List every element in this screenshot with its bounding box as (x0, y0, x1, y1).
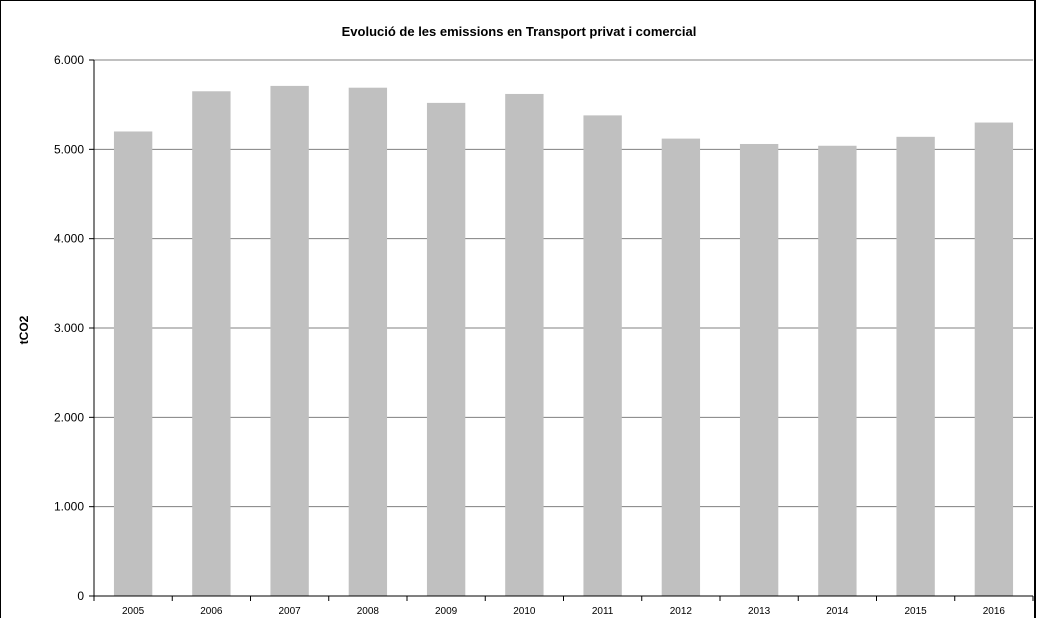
x-tick-label: 2014 (826, 606, 849, 617)
chart-title: Evolució de les emissions en Transport p… (341, 24, 697, 39)
bar-2014 (818, 145, 857, 596)
bar-2009 (426, 102, 466, 596)
x-tick-label: 2005 (122, 606, 145, 617)
bar-2005 (113, 131, 153, 596)
x-tick-label: 2008 (357, 606, 380, 617)
x-tick-label: 2010 (513, 606, 536, 617)
bar-2008 (348, 87, 388, 597)
bar-2007 (270, 85, 309, 596)
x-tick-label: 2006 (200, 606, 223, 617)
y-tick-label: 5.000 (54, 142, 84, 156)
x-tick-label: 2007 (279, 606, 302, 617)
y-tick-label: 1.000 (54, 500, 84, 514)
bar-2012 (661, 138, 701, 596)
gridlines (94, 59, 1033, 508)
x-tick-labels: 2005 2006 2007 2008 2009 2010 2011 2012 2013 2014… (122, 606, 1005, 617)
y-tick-label: 3.000 (54, 321, 84, 335)
y-tick-label: 6.000 (54, 53, 84, 67)
x-tick-label: 2015 (905, 606, 928, 617)
y-tick-label: 0 (77, 589, 84, 603)
bar-2016 (974, 122, 1014, 597)
bars (113, 85, 1014, 597)
y-tick-label: 4.000 (54, 232, 84, 246)
x-tick-label: 2016 (983, 606, 1006, 617)
x-tick-label: 2013 (748, 606, 771, 617)
x-tick-label: 2009 (435, 606, 458, 617)
axes (89, 59, 1034, 601)
bar-2013 (739, 143, 779, 596)
x-tick-label: 2012 (670, 606, 693, 617)
bar-2011 (583, 115, 622, 597)
bar-2015 (896, 136, 935, 596)
bar-2010 (505, 93, 544, 597)
bar-2006 (192, 91, 231, 597)
y-tick-labels: 0 1.000 2.000 3.000 4.000 5.000 6.000 (54, 53, 84, 603)
x-tick-label: 2011 (592, 606, 614, 617)
y-tick-label: 2.000 (54, 410, 84, 424)
